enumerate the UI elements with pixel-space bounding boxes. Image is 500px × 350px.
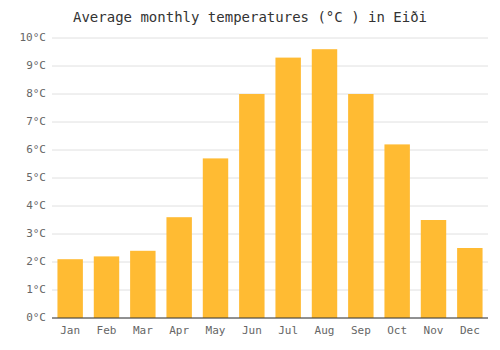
- grid-line: [52, 122, 488, 123]
- y-tick-label: 9°C: [26, 59, 46, 72]
- y-tick-label: 8°C: [26, 87, 46, 100]
- y-tick-label: 4°C: [26, 199, 46, 212]
- grid-line: [52, 94, 488, 95]
- bar: [275, 58, 300, 318]
- x-tick-labels: Jan Feb Mar Apr May Jun Jul Aug Sep Oct Nov Dec: [60, 324, 480, 337]
- chart-container: Average monthly temperatures (°C ) in Ei…: [0, 0, 500, 350]
- x-axis-line: [52, 318, 488, 319]
- bar: [94, 256, 119, 318]
- bar: [421, 220, 446, 318]
- bar: [57, 259, 82, 318]
- x-tick-label: Nov: [424, 324, 444, 337]
- bar: [203, 158, 228, 318]
- x-tick-label: Jun: [242, 324, 262, 337]
- x-tick-label: Aug: [315, 324, 335, 337]
- grid-line: [52, 66, 488, 67]
- y-tick-label: 2°C: [26, 255, 46, 268]
- y-tick-label: 10°C: [20, 31, 47, 44]
- y-tick-label: 1°C: [26, 283, 46, 296]
- x-tick-label: Sep: [351, 324, 371, 337]
- title: Average monthly temperatures (°C ) in Ei…: [73, 9, 427, 25]
- x-tick-label: Oct: [387, 324, 407, 337]
- x-tick-label: Dec: [460, 324, 480, 337]
- grid-line: [52, 38, 488, 39]
- y-tick-label: 7°C: [26, 115, 46, 128]
- x-tick-label: Jul: [278, 324, 298, 337]
- bar: [312, 49, 337, 318]
- bar: [348, 94, 373, 318]
- bar: [130, 251, 155, 318]
- bar: [384, 144, 409, 318]
- grid-line: [52, 150, 488, 151]
- x-tick-label: Mar: [133, 324, 153, 337]
- y-tick-label: 6°C: [26, 143, 46, 156]
- y-grid: [52, 38, 488, 318]
- bars: [57, 49, 482, 318]
- y-tick-label: 3°C: [26, 227, 46, 240]
- x-tick-label: Apr: [169, 324, 189, 337]
- x-tick-label: Jan: [60, 324, 80, 337]
- grid-line: [52, 178, 488, 179]
- bar: [457, 248, 482, 318]
- x-tick-label: Feb: [97, 324, 117, 337]
- chart-svg: Average monthly temperatures (°C ) in Ei…: [0, 0, 500, 350]
- y-tick-label: 5°C: [26, 171, 46, 184]
- y-tick-label: 0°C: [26, 311, 46, 324]
- x-tick-label: May: [206, 324, 226, 337]
- bar: [239, 94, 264, 318]
- bar: [166, 217, 191, 318]
- grid-line: [52, 318, 488, 319]
- grid-line: [52, 206, 488, 207]
- y-tick-labels: 0°C 1°C 2°C 3°C 4°C 5°C 6°C 7°C 8°C 9°C 10°C: [20, 31, 47, 324]
